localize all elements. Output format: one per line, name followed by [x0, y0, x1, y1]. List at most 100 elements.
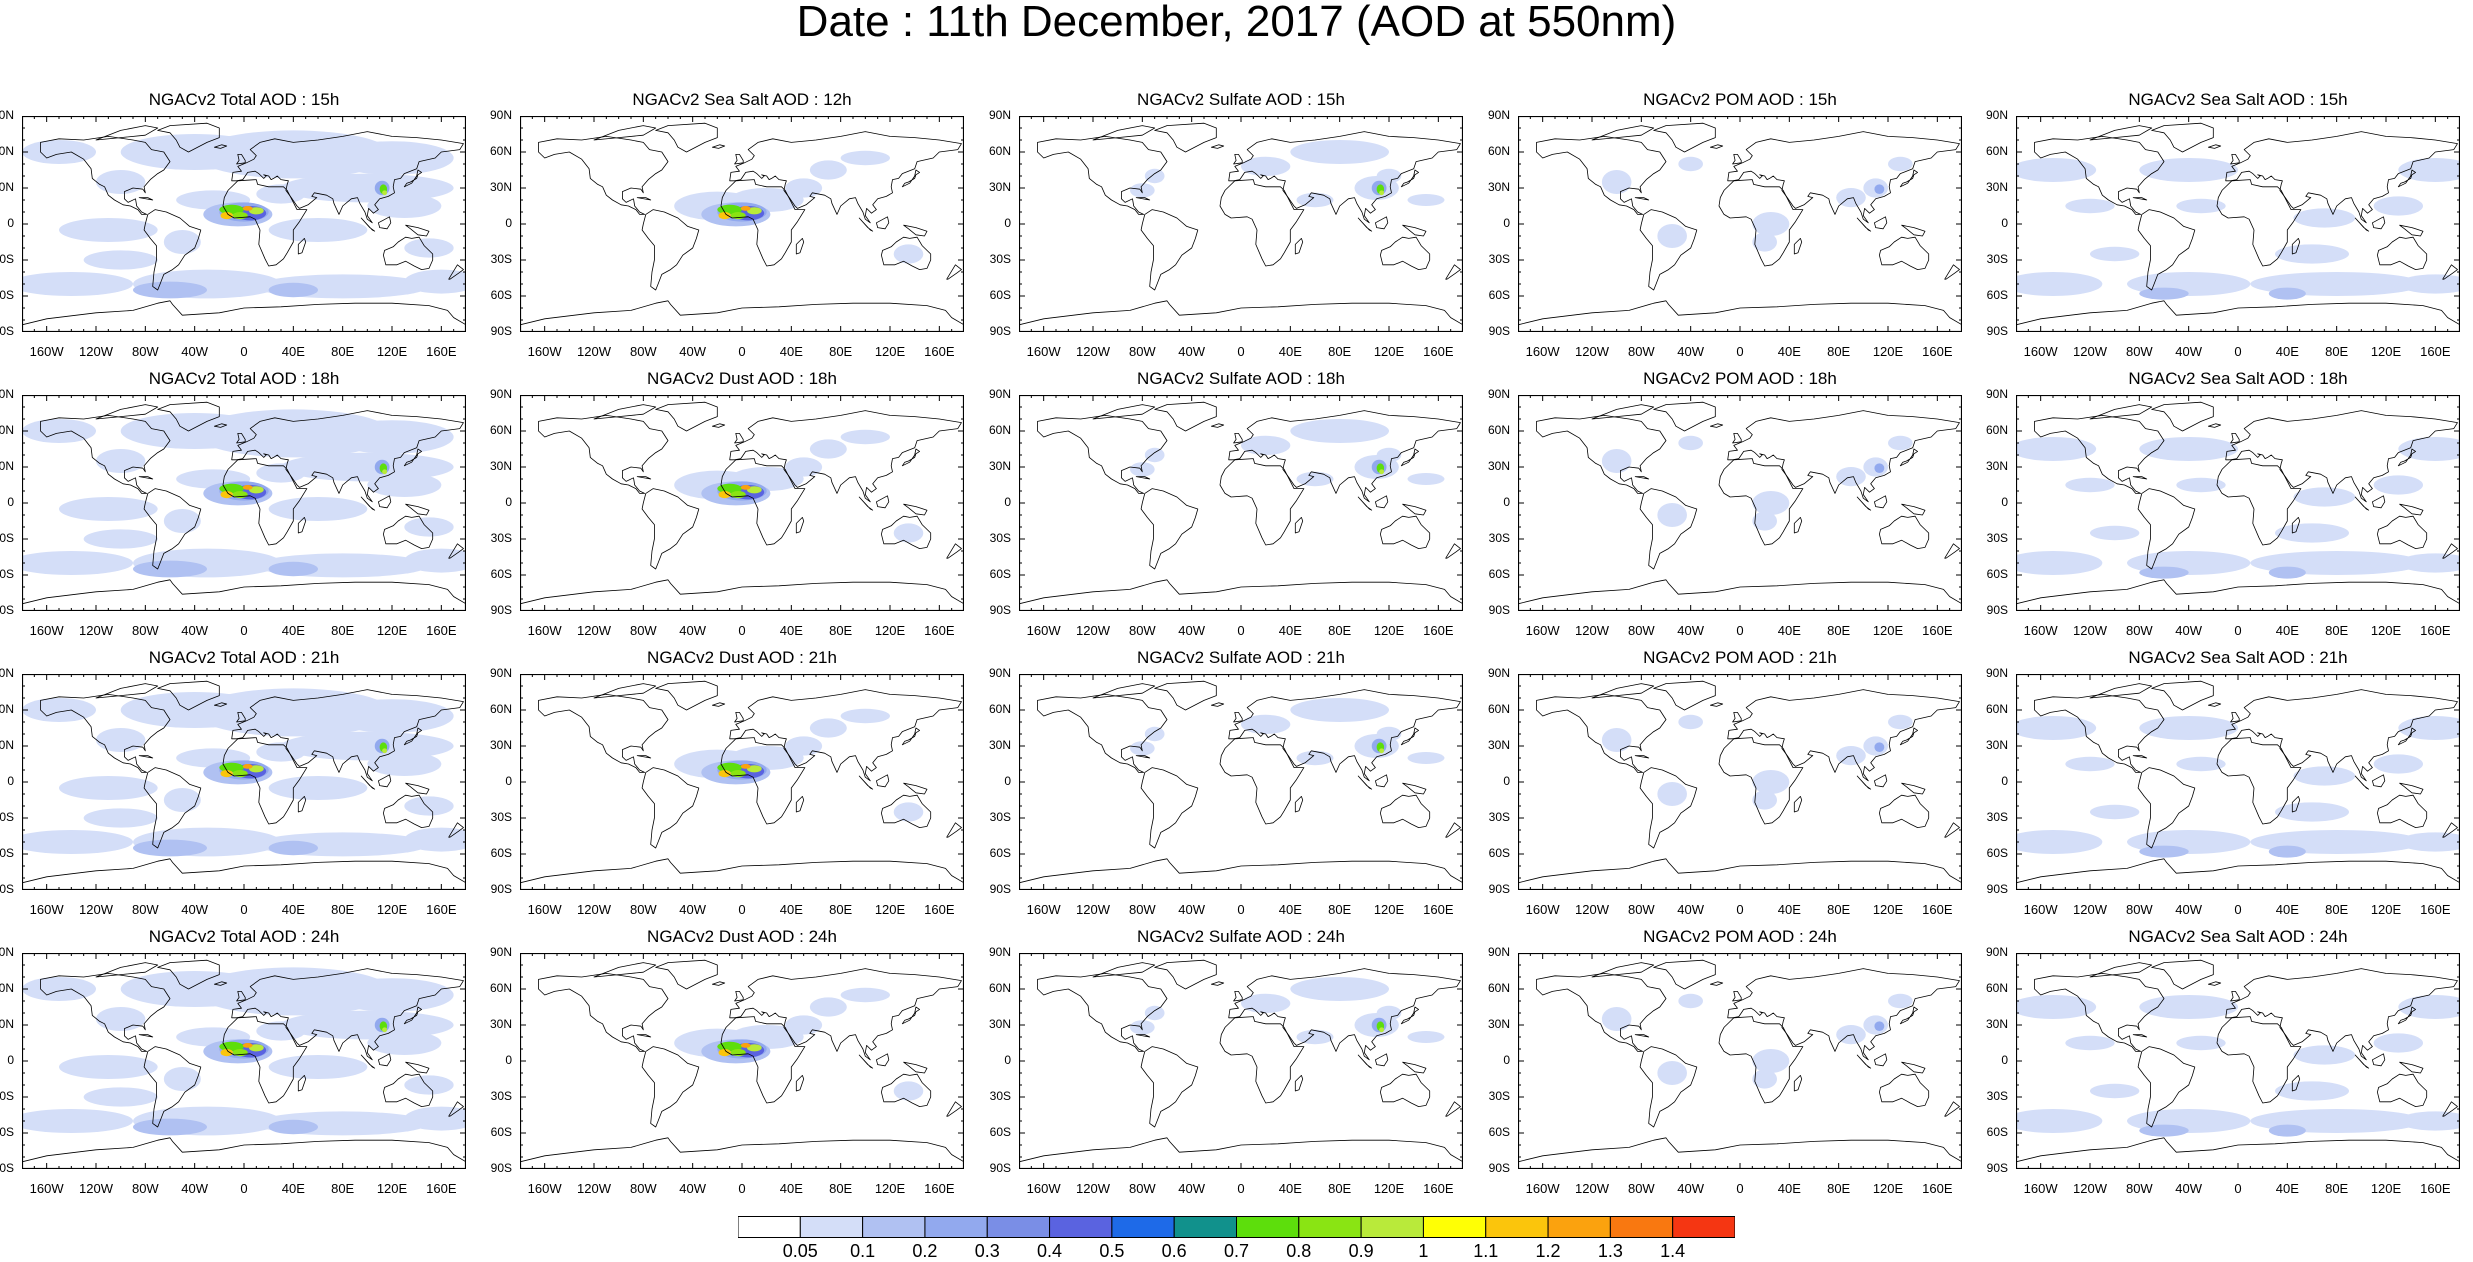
lon-tick-label: 40W: [181, 623, 209, 638]
aod-region: [2275, 1081, 2349, 1101]
lon-tick-label: 120E: [1872, 1181, 1904, 1196]
lat-tick-label: 60S: [989, 567, 1011, 581]
lon-tick-label: 160E: [426, 623, 457, 638]
coastline: [1901, 782, 1926, 795]
coastline: [636, 476, 652, 480]
coastline: [297, 796, 307, 813]
lon-tick-label: 40E: [1278, 623, 1302, 638]
lat-tick-label: 30N: [988, 1017, 1011, 1031]
coastline: [1140, 1046, 1199, 1128]
lon-tick-label: 40E: [2275, 344, 2299, 359]
coastline: [641, 209, 700, 291]
aod-region: [330, 141, 454, 175]
aod-field: [1601, 714, 1913, 810]
aod-region: [219, 483, 245, 494]
antarctica-coastline: [520, 300, 964, 326]
lon-tick-label: 80W: [629, 623, 657, 638]
aod-region: [2016, 437, 2097, 461]
panel-title: NGACv2 Sulfate AOD : 24h: [1137, 927, 1345, 946]
colorbar-swatch: [1547, 1216, 1611, 1238]
coastlines: [1019, 401, 1463, 605]
lon-tick-label: 160W: [1525, 623, 1560, 638]
lon-tick-label: 0: [1736, 623, 1744, 638]
coastline: [946, 543, 962, 559]
coastlines: [520, 680, 964, 884]
coastline: [1899, 1006, 1918, 1025]
aod-region: [2293, 766, 2356, 786]
coastline: [1228, 689, 1461, 782]
aod-region: [1407, 473, 1445, 485]
antarctica-coastline: [1019, 858, 1463, 884]
coastline: [157, 122, 220, 153]
coastline: [2132, 476, 2148, 480]
aod-region: [2275, 802, 2349, 822]
coastline: [729, 131, 962, 224]
coastlines: [1019, 959, 1463, 1163]
coastline: [157, 680, 220, 711]
world-map-sulfate: [1019, 674, 1463, 890]
coastline: [1135, 476, 1151, 480]
lon-tick-label: 120W: [1076, 1181, 1110, 1196]
coastline: [1653, 680, 1716, 711]
coastline: [2397, 727, 2416, 746]
lat-tick-label: 30N: [1985, 459, 2008, 473]
lon-tick-label: 40E: [1278, 1181, 1302, 1196]
coastline: [901, 448, 920, 467]
coastline: [1219, 458, 1305, 546]
lon-tick-label: 160E: [1423, 1181, 1454, 1196]
coastline: [2372, 774, 2386, 788]
aod-region: [1874, 1021, 1885, 1031]
aod-region: [2268, 287, 2306, 300]
lat-tick-label: 90N: [988, 108, 1011, 122]
colorbar-swatch: [1173, 1216, 1237, 1238]
lon-tick-label: 160W: [2023, 623, 2058, 638]
coastline: [2397, 448, 2416, 467]
coastline: [1639, 209, 1698, 291]
aod-region: [2176, 1035, 2226, 1051]
world-map-dust: [520, 116, 964, 332]
antarctica-coastline: [520, 858, 964, 884]
aod-region: [2293, 208, 2356, 228]
coastlines: [1019, 680, 1463, 884]
lon-tick-label: 160W: [29, 344, 64, 359]
aod-region: [840, 429, 890, 445]
lon-tick-label: 40E: [281, 344, 305, 359]
lon-tick-label: 160E: [2420, 344, 2451, 359]
lat-tick-label: 0: [7, 774, 14, 788]
lat-tick-label: 60S: [490, 567, 512, 581]
coastline: [2377, 236, 2428, 270]
panel-title: NGACv2 Dust AOD : 21h: [647, 648, 837, 667]
coastline: [858, 217, 874, 232]
lon-tick-label: 40W: [1178, 344, 1206, 359]
coastline: [641, 1046, 700, 1128]
lon-tick-label: 0: [240, 902, 248, 917]
antarctica-coastline: [1518, 1137, 1962, 1163]
lat-tick-label: 60N: [988, 702, 1011, 716]
aod-region: [809, 160, 847, 180]
lon-tick-label: 160E: [1423, 902, 1454, 917]
lon-tick-label: 160W: [2023, 902, 2058, 917]
aod-region: [2176, 477, 2226, 493]
aod-region: [1601, 170, 1632, 194]
coastline: [876, 774, 890, 788]
coastline: [1879, 1073, 1930, 1107]
coastline: [2208, 423, 2222, 428]
panel-title: NGACv2 POM AOD : 21h: [1643, 648, 1837, 667]
lon-tick-label: 120E: [376, 902, 408, 917]
aod-region: [718, 491, 731, 499]
coastline: [636, 1034, 652, 1038]
lon-tick-label: 40E: [281, 1181, 305, 1196]
antarctica-coastline: [2016, 300, 2460, 326]
coastline: [448, 264, 464, 280]
coastline: [383, 794, 434, 828]
aod-region: [96, 1007, 146, 1031]
lon-tick-label: 160W: [527, 902, 562, 917]
coastline: [2137, 767, 2196, 849]
coastline: [1211, 423, 1225, 428]
aod-region: [1130, 741, 1155, 756]
lat-tick-label: 0: [505, 774, 512, 788]
lat-tick-label: 90S: [0, 1161, 14, 1175]
coastline: [1402, 503, 1427, 516]
lon-tick-label: 80E: [829, 1181, 853, 1196]
aod-region: [133, 560, 207, 578]
